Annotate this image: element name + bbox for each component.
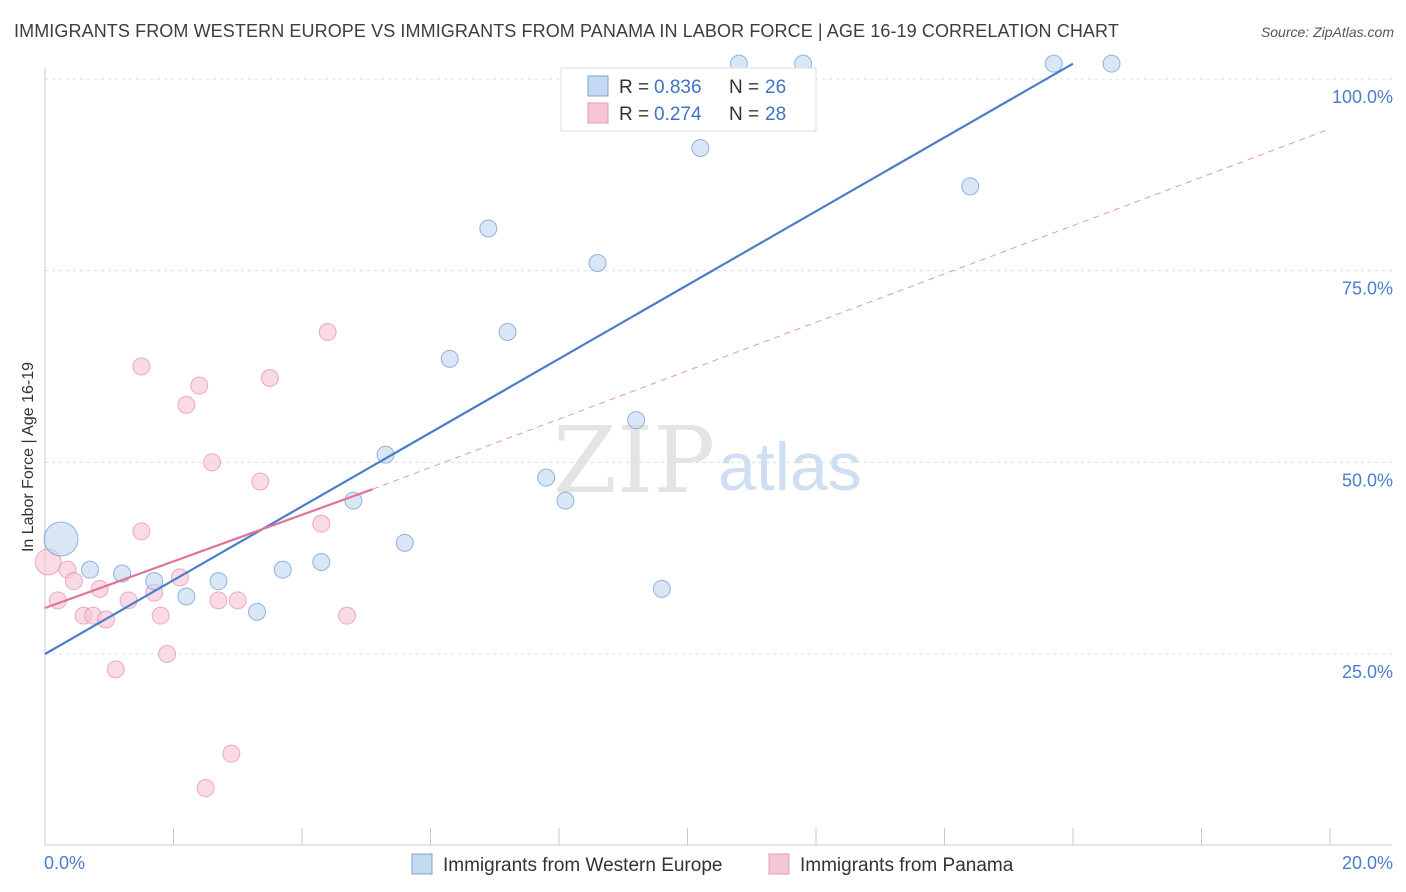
legend-n-value-1: 26 — [765, 77, 786, 98]
trend-western-europe — [44, 62, 1074, 655]
point-panama-20 — [209, 591, 228, 610]
point-panama-19 — [203, 453, 222, 472]
legend-r-label-1: R = — [619, 77, 649, 98]
trend-panama-extended — [372, 128, 1331, 490]
point-western-europe-17 — [588, 254, 607, 272]
bottom-legend-swatch-panama — [768, 853, 790, 875]
point-panama-25 — [312, 514, 331, 533]
point-panama-3 — [64, 572, 83, 591]
point-panama-26 — [318, 323, 337, 341]
stats-legend: R = 0.836 N = 26 R = 0.274 N = 28 — [560, 67, 817, 132]
point-western-europe-5 — [209, 572, 228, 591]
x-tick-label-left: 0.0% — [44, 853, 85, 873]
legend-n-label-1: N = — [729, 77, 759, 98]
point-western-europe-3 — [145, 572, 164, 591]
legend-r-label-2: R = — [619, 104, 649, 125]
y-tick-label-25: 25.0% — [1342, 662, 1393, 682]
point-panama-8 — [106, 660, 125, 679]
point-panama-18 — [196, 779, 215, 798]
point-western-europe-25 — [1102, 54, 1121, 73]
point-panama-16 — [177, 395, 196, 414]
point-panama-13 — [151, 606, 170, 625]
trend-panama — [44, 488, 374, 610]
y-tick-labels: 25.0% 50.0% 75.0% 100.0% — [1332, 87, 1393, 682]
point-western-europe-7 — [273, 560, 292, 579]
bottom-legend-swatch-western-europe — [411, 853, 433, 875]
x-ticks — [44, 828, 1331, 845]
point-panama-24 — [260, 369, 279, 387]
point-western-europe-16 — [556, 491, 575, 510]
point-western-europe-11 — [395, 533, 414, 552]
point-western-europe-23 — [961, 177, 980, 196]
point-western-europe-20 — [691, 139, 710, 157]
y-tick-label-75: 75.0% — [1342, 279, 1393, 299]
series-western-europe — [43, 54, 1121, 621]
point-western-europe-4 — [177, 587, 196, 606]
point-panama-27 — [337, 606, 356, 625]
bottom-legend-label-panama: Immigrants from Panama — [800, 855, 1014, 876]
watermark-atlas: atlas — [718, 429, 862, 505]
legend-n-label-2: N = — [729, 104, 759, 125]
point-panama-22 — [228, 591, 247, 610]
series-panama — [34, 323, 356, 798]
legend-r-value-2: 0.274 — [654, 104, 702, 125]
point-western-europe-15 — [537, 468, 556, 487]
gridlines — [45, 78, 1392, 655]
point-western-europe-9 — [344, 491, 363, 510]
x-tick-label-right: 20.0% — [1342, 853, 1393, 873]
source-credit: Source: ZipAtlas.com — [1260, 24, 1394, 40]
point-western-europe-14 — [498, 323, 517, 341]
point-western-europe-8 — [312, 553, 331, 571]
point-western-europe-13 — [479, 219, 498, 238]
point-western-europe-19 — [652, 579, 671, 598]
point-western-europe-1 — [80, 560, 99, 579]
point-panama-17 — [190, 376, 209, 395]
point-western-europe-24 — [1044, 54, 1063, 73]
point-western-europe-12 — [440, 349, 459, 368]
y-tick-label-50: 50.0% — [1342, 470, 1393, 490]
legend-swatch-panama — [587, 102, 609, 124]
point-panama-23 — [251, 472, 270, 491]
point-western-europe-6 — [248, 602, 267, 621]
chart-title: IMMIGRANTS FROM WESTERN EUROPE VS IMMIGR… — [14, 21, 1119, 41]
point-panama-21 — [222, 744, 241, 763]
y-tick-label-100: 100.0% — [1332, 87, 1393, 107]
y-axis-label: In Labor Force | Age 16-19 — [20, 362, 37, 552]
bottom-legend-label-western-europe: Immigrants from Western Europe — [443, 855, 722, 876]
point-panama-14 — [158, 645, 177, 663]
legend-r-value-1: 0.836 — [654, 77, 702, 98]
point-panama-10 — [132, 357, 151, 376]
point-western-europe-0 — [43, 521, 79, 557]
series-legend: Immigrants from Western Europe Immigrant… — [411, 853, 1014, 876]
point-western-europe-18 — [627, 411, 646, 430]
legend-swatch-western-europe — [587, 75, 609, 97]
legend-n-value-2: 28 — [765, 104, 786, 125]
point-panama-11 — [132, 522, 151, 541]
trend-lines — [44, 62, 1331, 655]
